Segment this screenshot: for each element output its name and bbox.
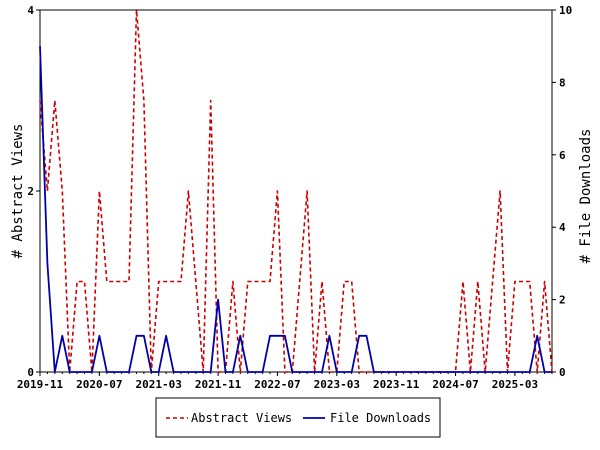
series-line-file-downloads [39,46,552,373]
left-tick-label: 4 [27,4,34,17]
x-tick-label: 2022-07 [254,378,300,391]
x-tick-label: 2020-07 [76,378,122,391]
series-line-abstract-views [39,9,553,373]
left-tick-label: 0 [27,366,34,379]
right-tick-label: 6 [559,149,566,162]
right-tick-label: 0 [559,366,566,379]
x-axis-ticks: 2019-11 2020-07 2021-03 2021-11 2022-07 2023-… [17,372,553,391]
x-tick-label: 2023-11 [373,378,420,391]
x-tick-label: 2024-07 [432,378,478,391]
left-axis-ticks: 0 2 4 [27,4,40,379]
legend: Abstract Views File Downloads [155,397,441,438]
x-tick-label: 2021-03 [136,378,182,391]
x-tick-label: 2025-03 [492,378,538,391]
right-axis-title: # File Downloads [578,129,594,264]
x-tick-label: 2023-03 [314,378,360,391]
legend-label-file-downloads: File Downloads [330,411,431,425]
right-axis-ticks: 0 2 4 6 8 10 [552,4,572,379]
legend-label-abstract-views: Abstract Views [191,411,292,425]
right-tick-label: 10 [559,4,572,17]
right-tick-label: 4 [559,221,566,234]
legend-box [155,397,441,438]
x-tick-label: 2021-11 [195,378,242,391]
right-tick-label: 2 [559,294,566,307]
right-tick-label: 8 [559,76,566,89]
x-tick-label: 2019-11 [17,378,64,391]
series-layer [39,9,553,373]
left-tick-label: 2 [27,185,34,198]
left-axis-title: # Abstract Views [10,124,26,259]
plot-area [39,9,553,373]
